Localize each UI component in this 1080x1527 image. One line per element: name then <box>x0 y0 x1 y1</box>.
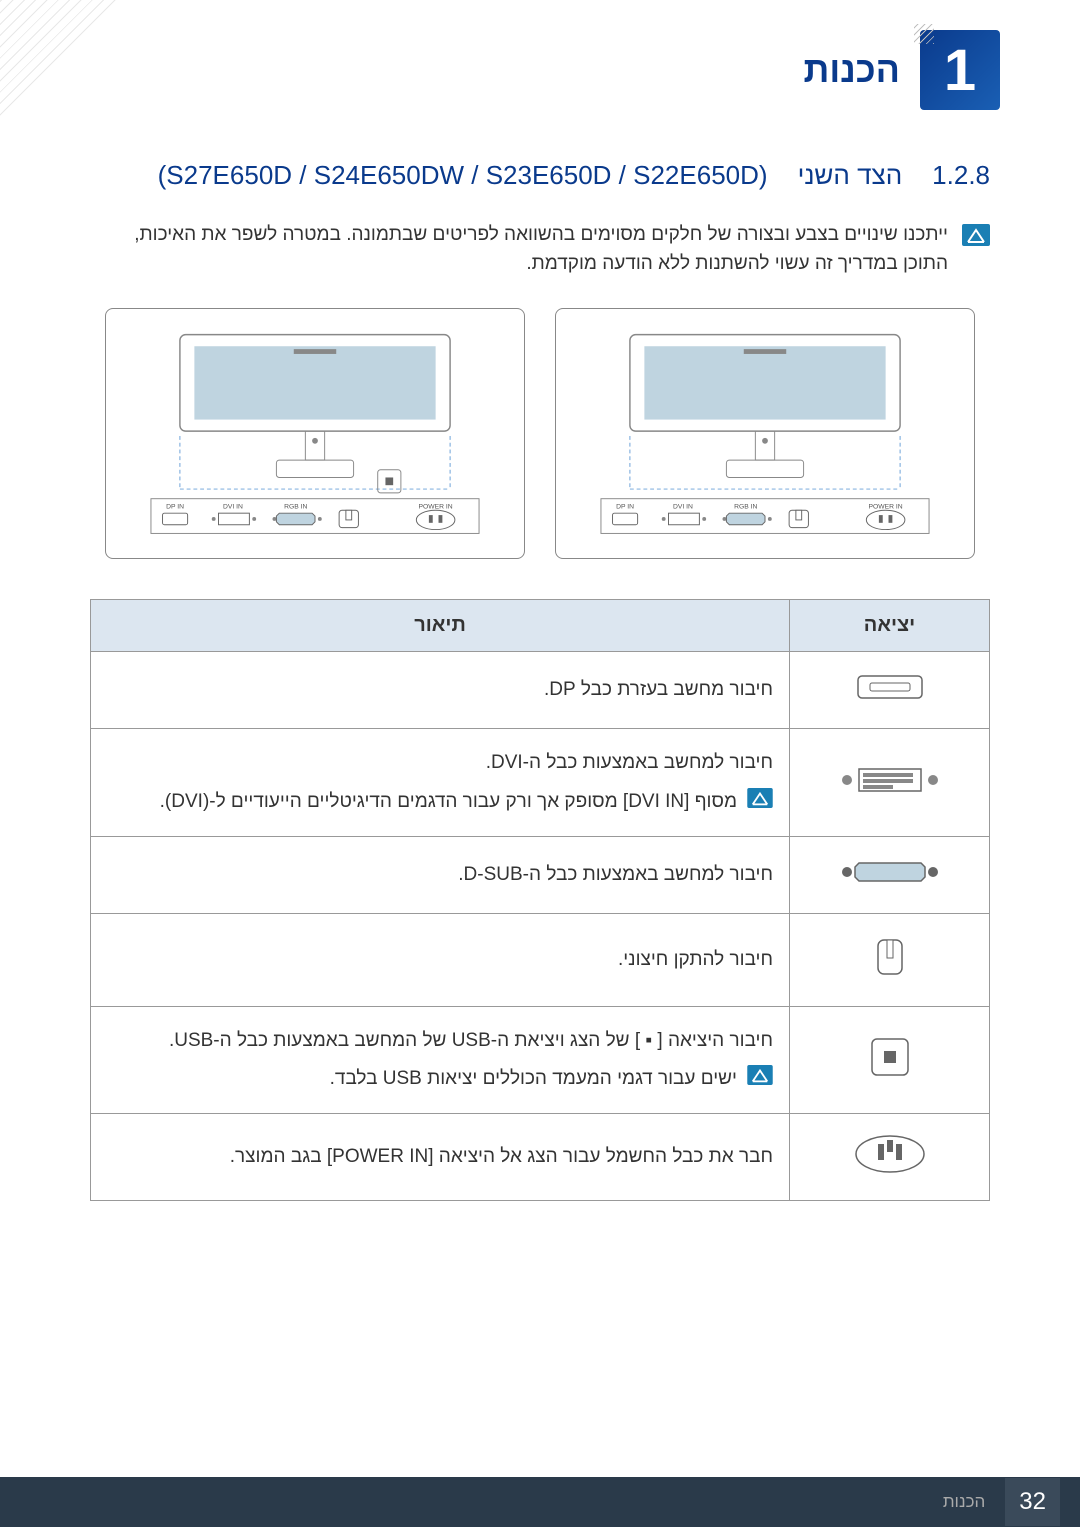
svg-text:DVI IN: DVI IN <box>223 503 243 510</box>
svg-text:POWER IN: POWER IN <box>419 503 453 510</box>
port-icon-dvi <box>790 729 990 837</box>
desc-dvi: חיבור למחשב באמצעות כבל ה-DVI. מסוף [DVI… <box>91 729 790 837</box>
monitor-diagram-left: DP IN DVI IN RGB IN POWER IN <box>105 308 525 559</box>
th-port: יציאה <box>790 600 990 652</box>
page-footer: 32 הכנות <box>0 1477 1080 1527</box>
port-icon-power <box>790 1114 990 1201</box>
svg-text:DVI IN: DVI IN <box>673 503 693 510</box>
note-icon <box>747 788 773 808</box>
port-icon-dp <box>790 652 990 729</box>
svg-text:RGB IN: RGB IN <box>284 503 307 510</box>
svg-text:DP IN: DP IN <box>616 503 634 510</box>
table-row: חבר את כבל החשמל עבור הצג אל היציאה [POW… <box>91 1114 990 1201</box>
section-heading: (S27E650D / S24E650DW / S23E650D / S22E6… <box>90 160 990 191</box>
table-row: חיבור היציאה [ ▪ ] של הצג ויציאת ה-USB ש… <box>91 1006 990 1114</box>
chapter-header: 1 הכנות <box>0 0 1080 160</box>
note-icon <box>962 224 990 246</box>
footer-section: הכנות <box>943 1492 985 1512</box>
desc-dp: חיבור מחשב בעזרת כבל DP. <box>91 652 790 729</box>
port-icon-ext <box>790 913 990 1006</box>
port-icon-dsub <box>790 836 990 913</box>
note-icon <box>747 1065 773 1085</box>
table-row: חיבור למחשב באמצעות כבל ה-DVI. מסוף [DVI… <box>91 729 990 837</box>
desc-ext: חיבור להתקן חיצוני. <box>91 913 790 1006</box>
top-note-text: ייתכנו שינויים בצבע ובצורה של חלקים מסוי… <box>90 221 948 278</box>
svg-text:RGB IN: RGB IN <box>734 503 757 510</box>
footer-page-number: 32 <box>1005 1478 1060 1526</box>
desc-usb: חיבור היציאה [ ▪ ] של הצג ויציאת ה-USB ש… <box>91 1006 790 1114</box>
desc-power: חבר את כבל החשמל עבור הצג אל היציאה [POW… <box>91 1114 790 1201</box>
section-number: 1.2.8 <box>932 160 990 191</box>
port-icon-usb <box>790 1006 990 1114</box>
desc-dsub: חיבור למחשב באמצעות כבל ה-D-SUB. <box>91 836 790 913</box>
svg-text:DP IN: DP IN <box>166 503 184 510</box>
chapter-badge: 1 <box>920 30 1000 110</box>
monitor-diagram-right: DP IN DVI IN RGB IN POWER IN <box>555 308 975 559</box>
section-models: (S27E650D / S24E650DW / S23E650D / S22E6… <box>158 160 768 191</box>
section-title-label: הצד השני <box>798 160 903 191</box>
ports-table: יציאה תיאור חיבור מחשב בעזרת כבל DP. חיב… <box>90 599 990 1201</box>
table-row: חיבור להתקן חיצוני. <box>91 913 990 1006</box>
th-desc: תיאור <box>91 600 790 652</box>
chapter-number: 1 <box>944 37 976 104</box>
svg-text:POWER IN: POWER IN <box>869 503 903 510</box>
top-note: ייתכנו שינויים בצבע ובצורה של חלקים מסוי… <box>90 221 990 278</box>
diagram-row: DP IN DVI IN RGB IN POWER IN <box>90 308 990 559</box>
table-row: חיבור מחשב בעזרת כבל DP. <box>91 652 990 729</box>
table-row: חיבור למחשב באמצעות כבל ה-D-SUB. <box>91 836 990 913</box>
chapter-title: הכנות <box>804 49 900 91</box>
